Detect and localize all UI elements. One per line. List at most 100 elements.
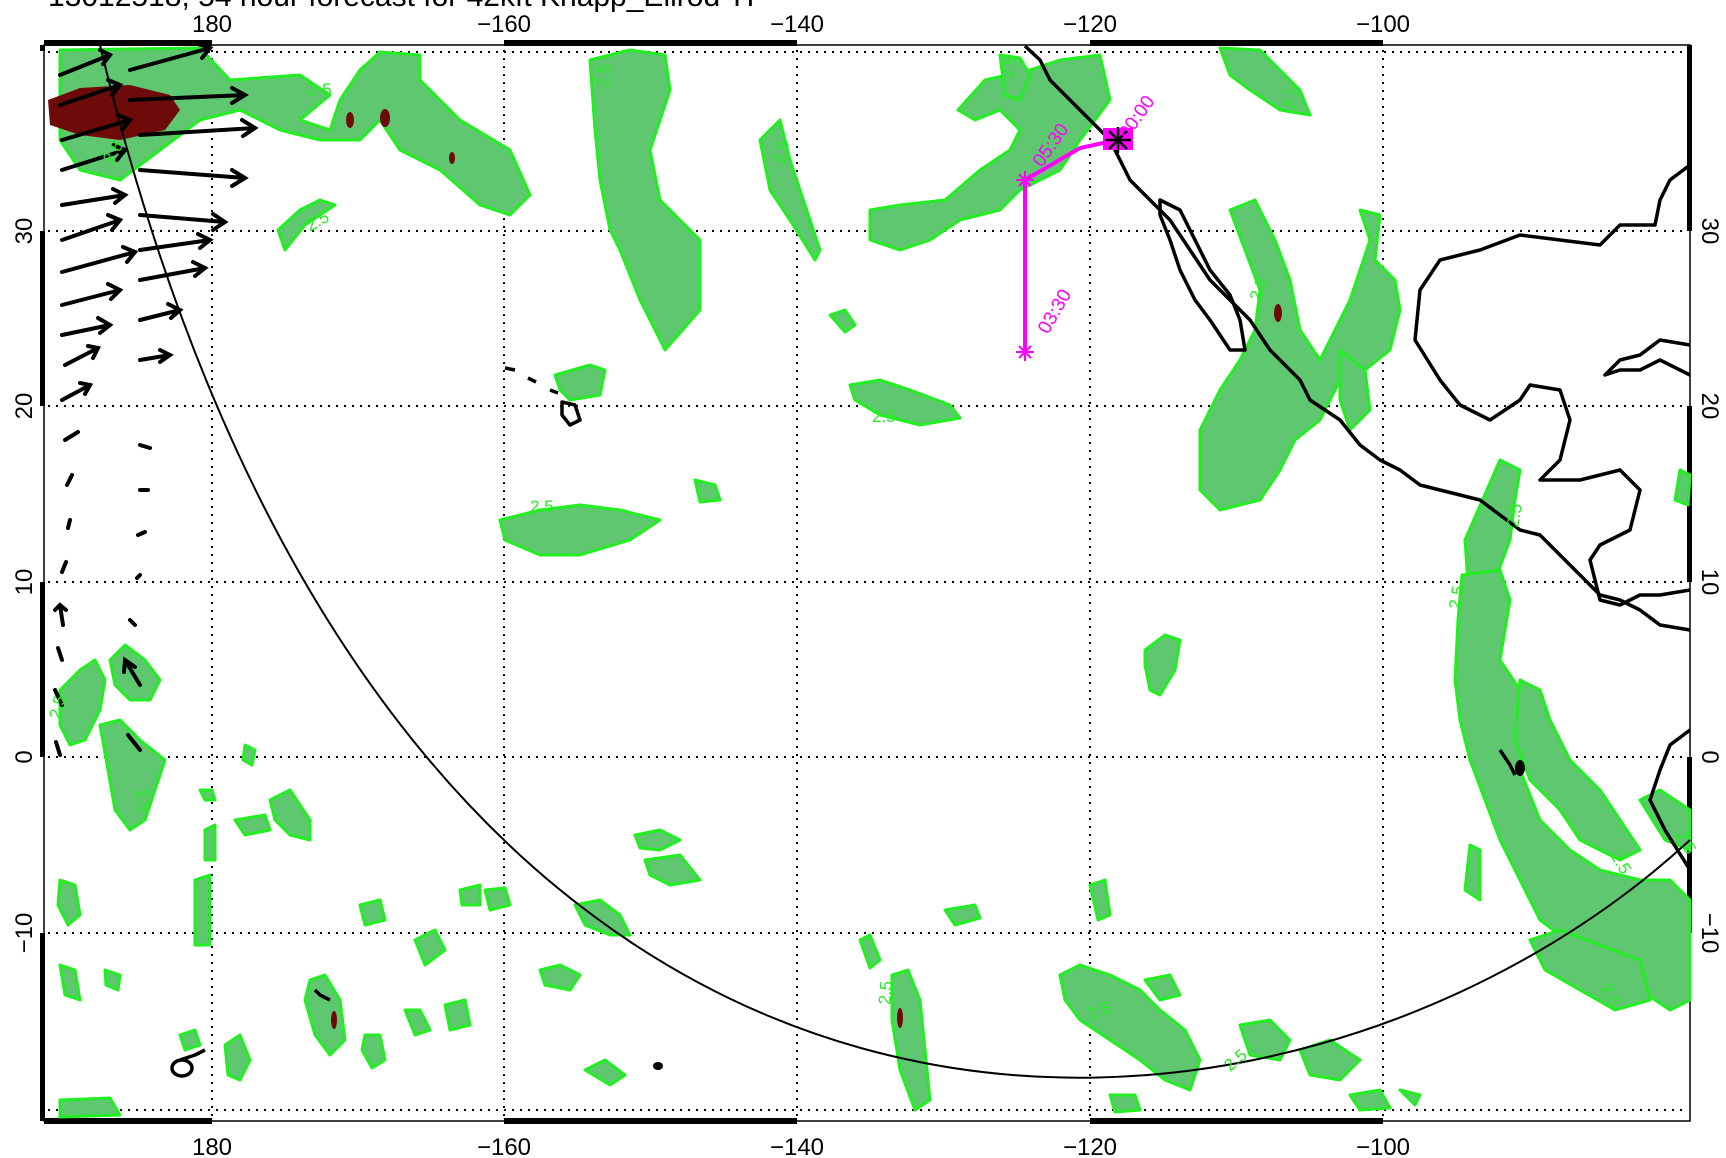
gulf-of-mexico-coast [1413, 163, 1692, 607]
ti-region [103, 968, 122, 992]
arrow-icon [136, 530, 147, 537]
hawaii-chain [504, 366, 559, 395]
flight-track-line [1023, 138, 1118, 352]
ti-region [588, 48, 702, 352]
y-tick-label-right: 10 [1696, 569, 1723, 596]
ti-region [358, 898, 387, 927]
ti-region [498, 503, 662, 557]
ti-region [1338, 348, 1372, 432]
y-tick-label-left: 10 [11, 569, 38, 596]
contour-label: 2.5 [1220, 1045, 1250, 1075]
asterisk-icon [1016, 171, 1034, 189]
x-tick-label-top: −100 [1356, 11, 1410, 38]
ti-region [303, 973, 347, 1057]
arrow-icon [60, 143, 129, 172]
wind-vectors [53, 42, 259, 757]
flight-time-label: 03:30 [1034, 286, 1076, 338]
ti-region [178, 1028, 202, 1052]
ti-region [413, 928, 447, 967]
asterisk-icon [1016, 343, 1034, 361]
arrow-icon [63, 430, 80, 442]
arrow-icon [60, 187, 129, 207]
arrow-icon [135, 573, 142, 580]
flight-time-label: 00:00 [1115, 92, 1159, 143]
asterisk-icon [1105, 127, 1131, 153]
y-tick-label-left: 20 [11, 393, 38, 420]
ti-core [897, 1008, 903, 1028]
florida-coast [1603, 338, 1691, 377]
ti-region [1463, 843, 1482, 902]
contour-label: 2.5 [530, 497, 554, 516]
arrow-icon [60, 381, 94, 402]
x-tick-label-top: 180 [192, 11, 232, 38]
contour-label: 2.5 [1503, 502, 1526, 529]
ti-region [943, 903, 982, 927]
arrow-icon [128, 618, 137, 627]
ti-region [268, 788, 312, 842]
ti-region [58, 658, 107, 747]
ti-region [1198, 198, 1402, 512]
arrow-icon [128, 42, 214, 72]
small-island [1498, 749, 1517, 776]
contour-label: 2.5 [1445, 584, 1468, 611]
ti-region [1088, 878, 1112, 922]
arrow-icon [56, 646, 64, 662]
ti-region [193, 873, 212, 947]
ti-region [553, 363, 607, 402]
arrow-icon [60, 282, 124, 307]
arrow-icon [138, 118, 259, 138]
arrow-icon [138, 168, 249, 188]
ti-region [758, 118, 822, 262]
ti-region [108, 643, 162, 702]
arrow-icon [60, 560, 68, 574]
ti-contours [56, 46, 1692, 1119]
arrow-icon [53, 602, 68, 627]
ti-region [1238, 1018, 1292, 1062]
arrow-icon [122, 656, 142, 687]
ti-region [858, 933, 882, 970]
contour-label: 2.5 [308, 80, 332, 99]
ti-region [203, 823, 217, 862]
baja-california [1158, 198, 1247, 352]
ti-core [1274, 304, 1282, 322]
contour-label: 2.5 [875, 980, 896, 1005]
ti-region [848, 378, 962, 427]
ti-region [276, 198, 337, 252]
contour-label: 2.5 [1280, 84, 1303, 111]
arrow-icon [128, 86, 250, 105]
ti-region [241, 743, 257, 767]
ti-region [1143, 973, 1182, 1002]
ti-region [583, 1058, 627, 1087]
ti-region [198, 788, 217, 802]
small-island [179, 1048, 206, 1062]
ti-region [573, 898, 632, 937]
contour-label: 2.5 [131, 787, 154, 814]
arrow-icon [60, 113, 134, 142]
arrow-icon [66, 518, 72, 530]
arrow-icon [60, 245, 139, 274]
ti-region [998, 53, 1032, 102]
y-tick-label-right: −10 [1696, 913, 1723, 954]
y-tick-label-right: 20 [1696, 393, 1723, 420]
y-tick-label-left: 0 [11, 750, 38, 763]
arrow-icon [138, 443, 152, 450]
ti-region [868, 53, 1112, 252]
ti-region [483, 886, 512, 912]
ti-core [346, 112, 354, 128]
arrow-icon [126, 733, 142, 752]
arrow-icon [138, 348, 174, 364]
x-tick-label-bottom: −140 [770, 1134, 824, 1158]
x-tick-label-bottom: 180 [192, 1134, 232, 1158]
y-tick-label-left: −10 [11, 913, 38, 954]
y-tick-label-left: 30 [11, 218, 38, 245]
ti-region [58, 963, 82, 1002]
ti-region [223, 1033, 252, 1082]
x-tick-label-bottom: −160 [477, 1134, 531, 1158]
arrow-icon [53, 688, 64, 707]
central-america-coast [1648, 728, 1692, 871]
ti-region [1218, 46, 1312, 117]
ti-region [633, 828, 682, 852]
great-circle-arc [99, 44, 1691, 1079]
arrow-icon [63, 344, 101, 367]
